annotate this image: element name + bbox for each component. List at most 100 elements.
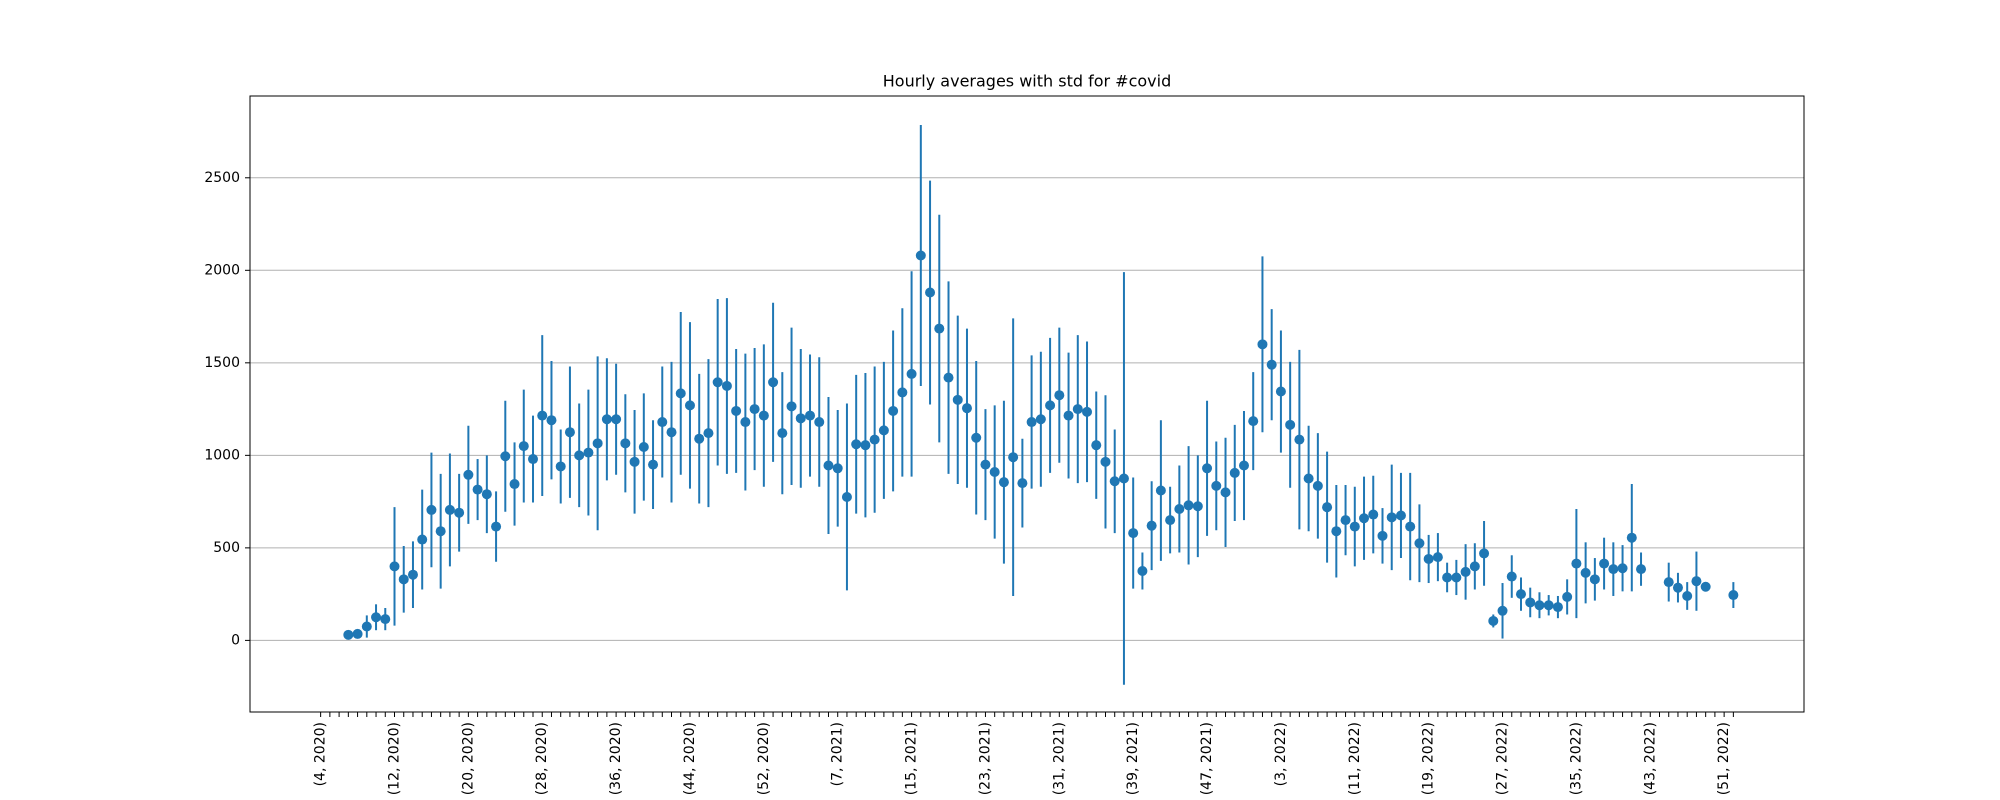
x-tick-label: (15, 2021) (904, 722, 920, 795)
chart-title: Hourly averages with std for #covid (883, 72, 1172, 91)
point (823, 460, 834, 471)
point (1552, 602, 1563, 613)
point (1442, 572, 1453, 583)
point (564, 427, 575, 438)
x-tick-label: (36, 2020) (608, 722, 624, 795)
x-tick-label: (27, 2022) (1495, 722, 1511, 795)
point (1017, 478, 1028, 489)
point (1091, 440, 1102, 451)
point (1386, 512, 1397, 523)
point (1626, 532, 1637, 543)
point (1322, 502, 1333, 513)
point (731, 405, 742, 416)
point (1451, 572, 1462, 583)
point (971, 432, 982, 443)
point (574, 450, 585, 461)
point (629, 456, 640, 467)
point (500, 451, 511, 462)
point (1405, 521, 1416, 532)
point (1266, 359, 1277, 370)
x-tick-label: (52, 2020) (756, 722, 772, 795)
x-tick-label: (3, 2022) (1273, 722, 1289, 786)
point (592, 438, 603, 449)
point (1248, 416, 1259, 427)
point (1571, 558, 1582, 569)
point (1525, 597, 1536, 608)
point (1072, 404, 1083, 415)
point (509, 479, 520, 490)
point (1257, 339, 1268, 350)
point (703, 428, 714, 439)
point (1202, 463, 1213, 474)
point (1469, 561, 1480, 572)
point (1229, 467, 1240, 478)
point (1414, 538, 1425, 549)
plot-frame (249, 95, 1805, 713)
point (1349, 521, 1360, 532)
point (712, 377, 723, 388)
point (546, 415, 557, 426)
x-tick-label: (44, 2020) (682, 722, 698, 795)
point (1506, 571, 1517, 582)
point (841, 491, 852, 502)
point (805, 410, 816, 421)
point (389, 561, 400, 572)
point (851, 439, 862, 450)
point (1672, 582, 1683, 593)
point (1026, 417, 1037, 428)
point (1137, 565, 1148, 576)
point (1359, 513, 1370, 524)
x-tick-label: (51, 2022) (1716, 722, 1732, 795)
point (537, 410, 548, 421)
point (1155, 485, 1166, 496)
x-tick-label: (7, 2021) (830, 722, 846, 786)
point (1488, 615, 1499, 626)
point (1082, 406, 1093, 417)
point (426, 504, 437, 515)
point (1192, 501, 1203, 512)
point (832, 463, 843, 474)
point (915, 250, 926, 261)
point (1312, 480, 1323, 491)
point (869, 434, 880, 445)
point (1700, 581, 1711, 592)
point (1377, 530, 1388, 541)
point (1109, 476, 1120, 487)
point (1285, 419, 1296, 430)
point (989, 467, 1000, 478)
point (694, 433, 705, 444)
point (1460, 566, 1471, 577)
point (361, 621, 372, 632)
point (1515, 589, 1526, 600)
x-tick-label: (20, 2020) (460, 722, 476, 795)
point (980, 459, 991, 470)
point (1497, 605, 1508, 616)
point (1580, 567, 1591, 578)
point (888, 405, 899, 416)
point (878, 425, 889, 436)
point (1608, 564, 1619, 575)
point (444, 504, 455, 515)
point (1128, 528, 1139, 539)
x-tick-label: (43, 2022) (1642, 722, 1658, 795)
point (398, 574, 409, 585)
point (343, 629, 354, 640)
y-tick-label: 1000 (204, 447, 240, 463)
y-tick-label: 1500 (204, 355, 240, 371)
point (648, 459, 659, 470)
point (897, 387, 908, 398)
point (768, 377, 779, 388)
point (1423, 553, 1434, 564)
point (860, 440, 871, 451)
point (555, 461, 566, 472)
point (1728, 590, 1739, 601)
point (1562, 591, 1573, 602)
point (454, 507, 465, 518)
point (352, 628, 363, 639)
point (1599, 558, 1610, 569)
point (740, 417, 751, 428)
point (952, 394, 963, 405)
point (1479, 548, 1490, 559)
point (1165, 515, 1176, 526)
